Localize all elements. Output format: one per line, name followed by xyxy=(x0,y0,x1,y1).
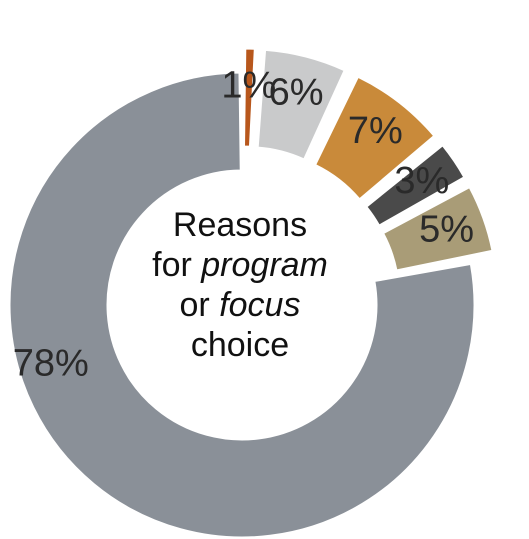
slice-label-7pct: 7% xyxy=(348,110,403,152)
center-title-line-1: Reasons xyxy=(172,206,308,244)
slice-78pct xyxy=(9,72,475,538)
center-title-line-4: choice xyxy=(190,326,290,364)
center-title-line-3: or focus xyxy=(115,285,365,325)
slice-6pct xyxy=(257,49,345,160)
center-title-line-2-italic: program xyxy=(201,246,328,284)
slices-group xyxy=(9,48,493,538)
center-title-line-3-prefix: or xyxy=(179,286,210,324)
slice-label-5pct: 5% xyxy=(419,208,474,250)
center-title-line-2-prefix: for xyxy=(152,246,192,284)
slice-1pct xyxy=(244,48,255,147)
chart-center-title: Reasons for program or focus choice xyxy=(115,205,365,365)
slice-5pct xyxy=(383,187,493,271)
center-title-line-3-italic: focus xyxy=(219,286,301,324)
labels-group: 1%6% 7% 3% 5% 78% xyxy=(13,65,474,385)
slice-label-1pct: 1% xyxy=(221,65,276,107)
slice-3pct xyxy=(366,145,465,226)
slice-label-3pct: 3% xyxy=(394,160,449,202)
slice-7pct xyxy=(315,76,435,200)
slice-label-6pct: 6% xyxy=(269,71,324,113)
slice-label-78pct: 78% xyxy=(13,343,89,385)
center-title-line-2: for program xyxy=(115,245,365,285)
